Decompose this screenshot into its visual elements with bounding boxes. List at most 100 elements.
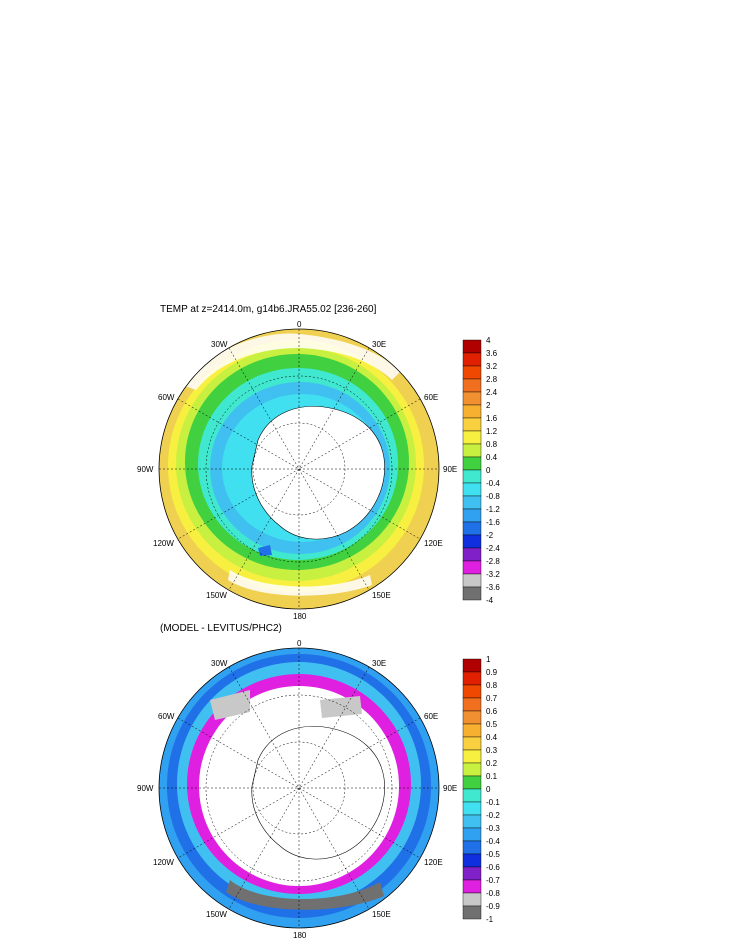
panel1-colorbar-swatch — [462, 352, 482, 367]
panel2-axis-labels: 0 180 90W 90E 30W 30E 60W 60E 120W 120E … — [137, 639, 457, 940]
panel1-colorbar-label: 0 — [486, 466, 491, 475]
panel2-colorbar-swatch — [462, 801, 482, 816]
panel1-colorbar-label: -1.2 — [486, 505, 500, 514]
panel2-colorbar-label: 0 — [486, 785, 491, 794]
panel2-colorbar-label: -0.8 — [486, 889, 500, 898]
panel1-colorbar-swatch — [462, 521, 482, 536]
panel1-label-90w: 90W — [137, 465, 154, 474]
panel2-colorbar-swatch — [462, 658, 482, 673]
panel2-colorbar-swatch — [462, 866, 482, 881]
panel1-map — [158, 328, 440, 610]
panel2-grey-patch-2 — [320, 696, 362, 718]
panel1-title: TEMP at z=2414.0m, g14b6.JRA55.02 [236-2… — [160, 304, 377, 315]
panel1-colorbar-label: -4 — [486, 596, 494, 605]
panel1-land-weddell — [182, 333, 400, 390]
panel1-colorbar-label: 3.2 — [486, 362, 498, 371]
panel2-colorbar-label: 0.7 — [486, 694, 498, 703]
panel2-grey-patch — [210, 690, 250, 720]
panel1-colorbar-swatch — [462, 339, 482, 354]
panel2-colorbar-swatch — [462, 736, 482, 751]
panel1-colorbar-label: 0.8 — [486, 440, 498, 449]
panel2-label-180: 180 — [293, 931, 307, 940]
panel2-label-60e: 60E — [424, 712, 438, 721]
panel1-colorbar-label: 2.8 — [486, 375, 498, 384]
panel2-label-90w: 90W — [137, 784, 154, 793]
panel1-colorbar-swatch — [462, 417, 482, 432]
panel2-graticule — [159, 648, 439, 928]
panel2-colorbar-label: 0.8 — [486, 681, 498, 690]
panel2-label-30w: 30W — [211, 659, 228, 668]
panel1-axis-labels: 0 180 90W 90E 30W 30E 60W 60E 120W 120E … — [137, 320, 457, 621]
panel2-colorbar-swatch — [462, 762, 482, 777]
panel1-colorbar-swatch — [462, 534, 482, 549]
panel2-colorbar-swatch — [462, 892, 482, 907]
panel2-label-0: 0 — [297, 639, 302, 648]
panel1-label-30w: 30W — [211, 340, 228, 349]
panel1-colorbar-swatch — [462, 495, 482, 510]
panel2-label-120w: 120W — [153, 858, 174, 867]
panel1-label-90e: 90E — [443, 465, 457, 474]
panel1-colorbar-label: 2 — [486, 401, 491, 410]
panel1-colorbar: 4 3.6 3.2 2.8 2.4 2 1.6 1.2 0.8 0.4 0 -0.4 -0.8 -1.2 -… — [462, 336, 500, 605]
panel1-label-60e: 60E — [424, 393, 438, 402]
panel1-colorbar-swatch — [462, 547, 482, 562]
panel2-label-30e: 30E — [372, 659, 386, 668]
panel1-colorbar-swatch — [462, 404, 482, 419]
panel1-antarctica — [251, 406, 385, 540]
panel1-colorbar-swatch — [462, 378, 482, 393]
panel1-land-ross — [228, 570, 372, 596]
panel1-label-60w: 60W — [158, 393, 175, 402]
panel1-colorbar-swatch — [462, 586, 482, 601]
panel1-colorbar-swatch — [462, 469, 482, 484]
panel2-title: (MODEL - LEVITUS/PHC2) — [160, 623, 282, 634]
panel2-map — [158, 647, 440, 929]
panel2-colorbar-label: -1 — [486, 915, 494, 924]
panel1-label-150e: 150E — [372, 591, 391, 600]
panel1-colorbar-swatch — [462, 365, 482, 380]
panel2-colorbar-label: 0.4 — [486, 733, 498, 742]
panel2-colorbar-swatch — [462, 723, 482, 738]
panel1-colorbar-swatch — [462, 456, 482, 471]
panel1-label-120w: 120W — [153, 539, 174, 548]
panel2-colorbar-swatch — [462, 905, 482, 920]
panel2-label-150w: 150W — [206, 910, 227, 919]
panel2-colorbar-swatch — [462, 684, 482, 699]
panel2-label-60w: 60W — [158, 712, 175, 721]
panel1-label-150w: 150W — [206, 591, 227, 600]
panel1-cold-patch — [258, 545, 272, 556]
panel2-colorbar-swatch — [462, 827, 482, 842]
panel2-colorbar-label: -0.5 — [486, 850, 500, 859]
panel2-colorbar-label: 0.3 — [486, 746, 498, 755]
panel2-colorbar-swatch — [462, 814, 482, 829]
panel2-antarctica — [251, 726, 385, 860]
panel1-colorbar-label: -1.6 — [486, 518, 500, 527]
panel2-colorbar-swatch — [462, 840, 482, 855]
panel1-colorbar-label: -3.6 — [486, 583, 500, 592]
panel1-colorbar-swatch — [462, 482, 482, 497]
panel2-colorbar-label: -0.2 — [486, 811, 500, 820]
panel2-colorbar-swatch — [462, 879, 482, 894]
panel1-colorbar-label: 1.6 — [486, 414, 498, 423]
panel1-colorbar-label: -3.2 — [486, 570, 500, 579]
panel1-colorbar-label: 2.4 — [486, 388, 498, 397]
panel2-colorbar: 1 0.9 0.8 0.7 0.6 0.5 0.4 0.3 0.2 0.1 0 -0.1 -0.2 -0.… — [462, 655, 500, 924]
panel2-colorbar-label: 0.9 — [486, 668, 498, 677]
panel2-colorbar-label: -0.1 — [486, 798, 500, 807]
panel2-colorbar-swatch — [462, 853, 482, 868]
panel2-colorbar-swatch — [462, 671, 482, 686]
panel2-colorbar-label: 0.5 — [486, 720, 498, 729]
panel1-colorbar-label: 3.6 — [486, 349, 498, 358]
panel2-colorbar-swatch — [462, 749, 482, 764]
panel1-label-30e: 30E — [372, 340, 386, 349]
panel2-colorbar-label: 0.1 — [486, 772, 498, 781]
panel2-dark-band — [226, 880, 384, 910]
panel2-colorbar-label: -0.9 — [486, 902, 500, 911]
panel2-colorbar-label: -0.6 — [486, 863, 500, 872]
panel2-label-90e: 90E — [443, 784, 457, 793]
panel1-colorbar-swatch — [462, 573, 482, 588]
panel1-colorbar-swatch — [462, 560, 482, 575]
panel1-colorbar-label: -0.8 — [486, 492, 500, 501]
panel2-colorbar-label: 0.2 — [486, 759, 498, 768]
panel1-colorbar-swatch — [462, 443, 482, 458]
panel1-colorbar-label: 0.4 — [486, 453, 498, 462]
